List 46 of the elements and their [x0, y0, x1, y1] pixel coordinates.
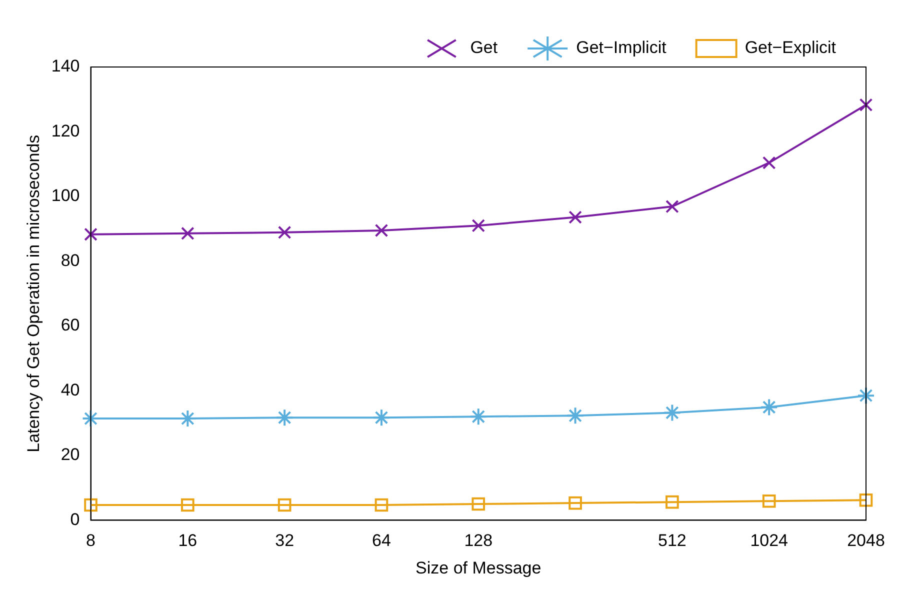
- point: [663, 404, 682, 422]
- point: [568, 496, 582, 510]
- x-tick-label: 32: [275, 531, 294, 550]
- y-tick-label: 40: [60, 380, 80, 400]
- point: [374, 224, 388, 238]
- y-tick-label: 20: [60, 445, 80, 464]
- point: [857, 386, 875, 405]
- point: [374, 498, 388, 512]
- legend-label: Get: [470, 38, 498, 58]
- point: [278, 498, 292, 512]
- x-tick-label: 16: [178, 531, 198, 550]
- x-tick-label: 128: [464, 531, 493, 550]
- legend-label: Get−Explicit: [744, 38, 836, 58]
- point: [181, 226, 194, 240]
- x-tick-label: 1024: [750, 531, 788, 550]
- point: [469, 408, 488, 426]
- point: [472, 497, 486, 511]
- point: [760, 398, 778, 416]
- y-tick-label: 0: [70, 510, 80, 529]
- point: [762, 494, 776, 508]
- point: [762, 156, 776, 170]
- point: [568, 210, 582, 224]
- point: [84, 498, 98, 512]
- point: [859, 493, 873, 507]
- point: [566, 406, 584, 425]
- y-tick-label: 80: [60, 250, 80, 270]
- legend-label: Get−Implicit: [576, 38, 667, 58]
- x-tick-label: 8: [86, 531, 96, 550]
- x-tick-label: 64: [372, 531, 391, 550]
- y-tick-label: 100: [51, 186, 80, 206]
- point: [276, 408, 294, 427]
- point: [181, 498, 194, 512]
- point: [859, 98, 873, 112]
- x-tick-label: 512: [658, 531, 686, 550]
- y-tick-label: 140: [51, 56, 80, 76]
- y-axis-title: Latency of Get Operation in microseconds: [24, 134, 43, 452]
- point: [472, 218, 486, 232]
- point: [84, 228, 98, 242]
- x-axis-title: Size of Message: [416, 558, 542, 578]
- point: [666, 495, 679, 509]
- y-tick-label: 60: [60, 316, 80, 335]
- point: [278, 226, 292, 240]
- x-tick-label: 2048: [847, 531, 885, 550]
- y-tick-label: 120: [51, 121, 80, 140]
- point: [372, 408, 390, 427]
- point: [666, 200, 679, 214]
